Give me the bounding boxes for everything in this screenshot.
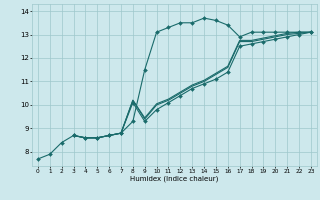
X-axis label: Humidex (Indice chaleur): Humidex (Indice chaleur) — [130, 176, 219, 182]
